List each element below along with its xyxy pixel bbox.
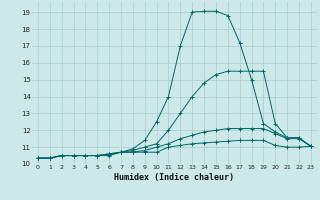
X-axis label: Humidex (Indice chaleur): Humidex (Indice chaleur) [115, 173, 234, 182]
